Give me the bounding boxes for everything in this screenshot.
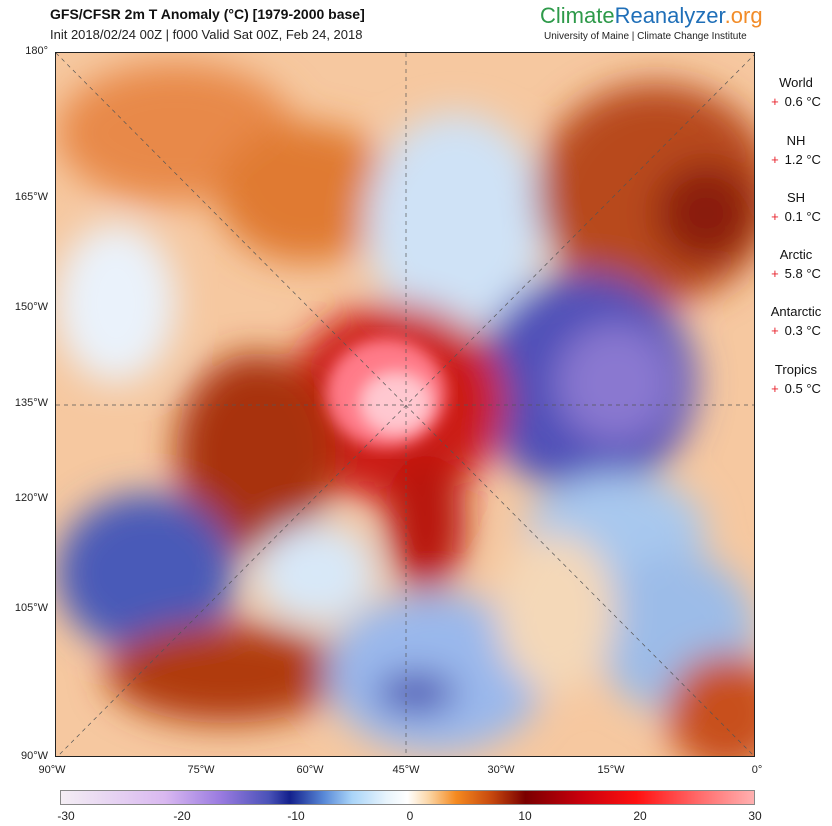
stat-sh: SH +0.1 °C (760, 190, 832, 224)
logo-part2: Reanalyzer (614, 3, 725, 28)
colorbar-tick: -10 (287, 809, 305, 823)
plus-icon: + (771, 209, 779, 224)
stat-value: 5.8 °C (784, 266, 821, 281)
stat-tropics: Tropics +0.5 °C (760, 362, 832, 396)
stat-region: Antarctic (770, 304, 822, 319)
stat-nh: NH +1.2 °C (760, 133, 832, 167)
lon-label: 15°W (597, 764, 625, 776)
stat-region: NH (786, 133, 806, 148)
lon-label: 45°W (392, 764, 420, 776)
colorbar-tick: -30 (57, 809, 75, 823)
map-title: GFS/CFSR 2m T Anomaly (°C) [1979-2000 ba… (50, 6, 365, 22)
lat-label: 165°W (14, 191, 48, 203)
logo[interactable]: ClimateReanalyzer.org (540, 3, 763, 29)
plus-icon: + (771, 152, 779, 167)
colorbar-tick: 0 (406, 809, 414, 823)
colorbar-tick: -20 (173, 809, 191, 823)
stat-value: 0.1 °C (784, 209, 821, 224)
lat-label: 90°W (20, 750, 48, 762)
stat-antarctic: Antarctic +0.3 °C (760, 304, 832, 338)
lat-label: 120°W (14, 492, 48, 504)
lon-label: 30°W (487, 764, 515, 776)
institution: University of Maine | Climate Change Ins… (544, 31, 747, 42)
stat-region: Tropics (774, 362, 818, 377)
colorbar-tick: 30 (748, 809, 762, 823)
lon-label: 90°W (38, 764, 66, 776)
lat-label: 180° (25, 45, 48, 57)
lat-label: 150°W (14, 301, 48, 313)
colorbar-tick: 20 (633, 809, 647, 823)
lon-label: 75°W (187, 764, 215, 776)
logo-part3: .org (724, 3, 763, 28)
plus-icon: + (771, 323, 779, 338)
stat-region: SH (786, 190, 806, 205)
stat-region: World (779, 75, 813, 90)
stat-value: 0.5 °C (784, 381, 821, 396)
stat-value: 0.6 °C (784, 94, 821, 109)
lon-label: 0° (751, 764, 763, 776)
colorbar-tick: 10 (518, 809, 532, 823)
lat-label: 105°W (14, 602, 48, 614)
plus-icon: + (771, 381, 779, 396)
stat-world: World +0.6 °C (760, 75, 832, 109)
lat-label: 135°W (14, 397, 48, 409)
stat-value: 1.2 °C (784, 152, 821, 167)
stat-arctic: Arctic +5.8 °C (760, 247, 832, 281)
anomaly-map (55, 52, 755, 757)
plus-icon: + (771, 266, 779, 281)
stat-value: 0.3 °C (784, 323, 821, 338)
colorbar (60, 790, 755, 805)
map-subtitle: Init 2018/02/24 00Z | f000 Valid Sat 00Z… (50, 27, 363, 42)
plus-icon: + (771, 94, 779, 109)
stat-region: Arctic (779, 247, 813, 262)
lon-label: 60°W (296, 764, 324, 776)
logo-part1: Climate (540, 3, 615, 28)
